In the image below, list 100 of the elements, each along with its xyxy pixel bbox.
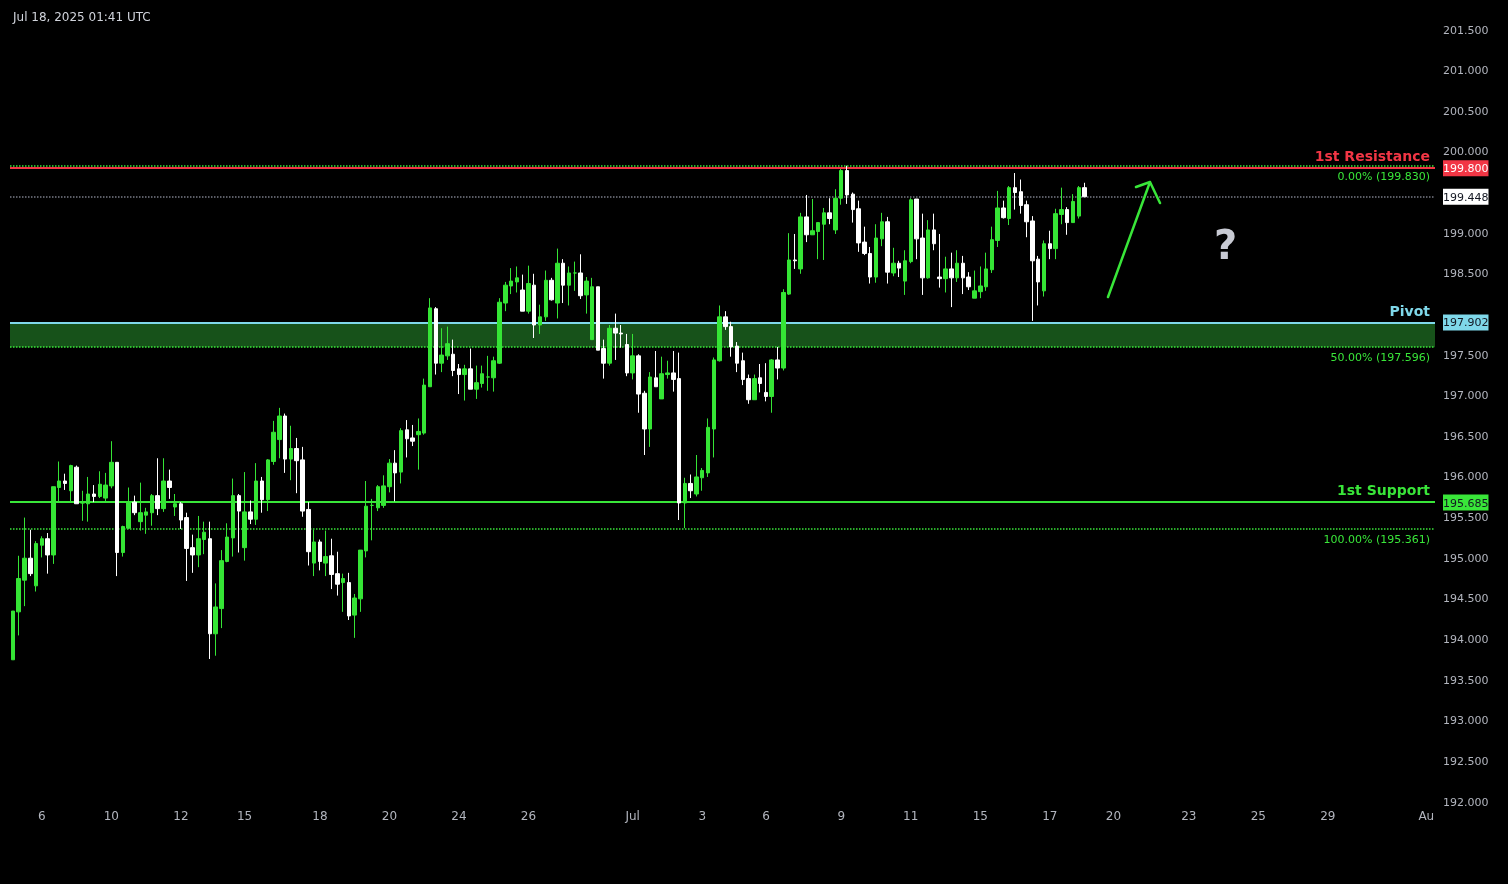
candlestick: [567, 265, 571, 306]
x-tick-label: 12: [173, 809, 189, 823]
candlestick: [891, 247, 896, 277]
ref-line-label: 100.00% (195.361): [1323, 532, 1430, 546]
candlestick: [515, 265, 519, 293]
candlestick: [804, 194, 809, 243]
candlestick: [885, 216, 890, 285]
y-tick-label: 201.000: [1443, 64, 1489, 78]
candlestick: [34, 540, 38, 593]
candlestick: [880, 212, 884, 247]
y-tick-label: 199.800: [1443, 162, 1489, 176]
x-tick-label: Jul: [624, 809, 640, 823]
candlestick: [1065, 206, 1069, 236]
x-tick-label: 9: [837, 809, 846, 823]
ref-line-label: 50.00% (197.596): [1330, 350, 1430, 364]
candlestick: [769, 358, 774, 414]
candlestick: [578, 253, 583, 300]
candlestick: [1077, 185, 1081, 220]
candlestick: [1071, 193, 1075, 224]
candlestick: [625, 333, 629, 377]
candlestick: [248, 500, 253, 525]
y-tick-label: 197.000: [1443, 389, 1489, 403]
candlestick: [399, 427, 403, 484]
candlestick: [775, 346, 780, 380]
candlestick: [555, 248, 560, 319]
y-tick-label: 192.500: [1443, 754, 1489, 768]
candlestick: [132, 495, 137, 516]
candlestick: [573, 261, 577, 292]
x-tick-label: 23: [1181, 809, 1197, 823]
candlestick: [318, 539, 322, 571]
x-tick-label: 6: [762, 809, 770, 823]
y-tick-label: 195.685: [1443, 496, 1489, 510]
candlestick: [798, 212, 803, 275]
candlestick: [40, 535, 44, 558]
candlestick: [260, 476, 264, 514]
y-tick-label: 192.000: [1443, 795, 1489, 809]
candlestick: [63, 473, 67, 491]
candlestick: [822, 207, 826, 261]
candlestick: [74, 465, 79, 505]
candlestick: [845, 165, 849, 205]
candlestick: [28, 529, 33, 577]
candlestick: [903, 249, 907, 296]
y-tick-label: 197.500: [1443, 348, 1489, 362]
candlestick: [706, 417, 710, 478]
candlestick: [827, 197, 832, 225]
y-tick-label: 195.000: [1443, 551, 1489, 565]
x-tick-label: 18: [312, 809, 328, 823]
candlestick: [532, 273, 536, 339]
candlestick: [393, 449, 397, 502]
candlestick: [949, 252, 954, 308]
x-tick-label: 17: [1042, 809, 1058, 823]
candlestick: [1048, 230, 1052, 260]
candlestick: [520, 274, 525, 312]
y-tick-label: 196.000: [1443, 470, 1489, 484]
candlestick: [897, 260, 901, 278]
y-tick-label: 199.448: [1443, 190, 1489, 204]
ref-line-label: Pivot: [1389, 302, 1431, 319]
candlestick: [289, 425, 293, 481]
chart-title: Jul 18, 2025 01:41 UTC: [12, 10, 151, 24]
x-tick-label: 15: [236, 809, 253, 823]
y-tick-label: 197.902: [1443, 316, 1489, 330]
y-tick-label: 200.000: [1443, 145, 1489, 159]
candlestick: [434, 306, 438, 376]
candlestick: [451, 339, 455, 377]
candlestick: [752, 374, 757, 401]
candlestick: [208, 521, 212, 660]
candlestick: [909, 197, 913, 264]
ref-line-label: 1st Resistance: [1314, 148, 1430, 165]
x-tick-label: 3: [698, 809, 707, 823]
ref-line-label: 1st Support: [1337, 482, 1431, 499]
y-tick-label: 201.500: [1443, 23, 1489, 37]
x-tick-label: 10: [103, 809, 120, 823]
candlestick: [549, 277, 554, 302]
candlestick: [1082, 182, 1087, 198]
x-tick-label: 26: [520, 809, 537, 823]
candlestick: [155, 457, 160, 516]
candlestick: [526, 265, 531, 315]
y-tick-label: 196.500: [1443, 429, 1489, 443]
y-tick-label: 195.500: [1443, 511, 1489, 525]
candlestick: [926, 219, 930, 280]
annotation: ?: [1214, 222, 1238, 268]
candlestick: [561, 258, 565, 304]
x-tick-label: 24: [451, 809, 467, 823]
y-tick-label: 193.000: [1443, 714, 1489, 728]
candlestick: [758, 363, 762, 393]
candlestick: [1007, 185, 1011, 226]
x-tick-label: 25: [1250, 809, 1266, 823]
x-tick-label: 6: [38, 809, 46, 823]
candlestick: [468, 348, 473, 390]
y-tick-label: 194.500: [1443, 592, 1489, 606]
y-tick-label: 199.000: [1443, 226, 1489, 240]
x-tick-label: Au: [1418, 809, 1435, 823]
x-tick-label: 20: [1105, 809, 1122, 823]
candlestick: [735, 341, 739, 373]
candlestick: [654, 350, 658, 388]
candlestick: [1013, 172, 1017, 211]
candlestick: [347, 572, 351, 621]
candlestick: [283, 413, 287, 474]
candlestick: [167, 469, 172, 500]
y-tick-label: 198.500: [1443, 267, 1489, 281]
